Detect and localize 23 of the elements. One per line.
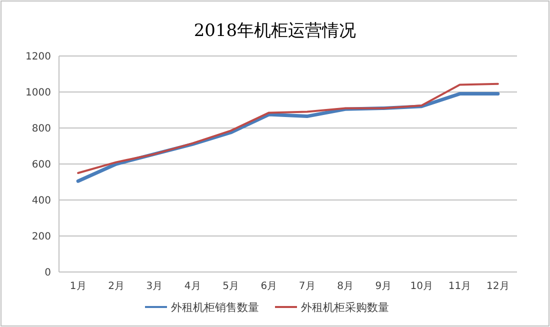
- x-tick-label: 8月: [337, 281, 354, 292]
- x-tick-label: 6月: [260, 281, 278, 292]
- x-tick-label: 2月: [108, 281, 124, 292]
- x-tick-label: 7月: [298, 281, 316, 292]
- x-tick-label: 4月: [184, 281, 201, 292]
- y-tick-label: 400: [32, 196, 51, 206]
- chart-title: 2018年机柜运营情况: [194, 21, 356, 41]
- legend-label: 外租机柜采购数量: [301, 300, 389, 314]
- legend-label: 外租机柜销售数量: [171, 300, 259, 314]
- y-tick-label: 600: [32, 160, 51, 170]
- x-tick-label: 12月: [486, 281, 510, 292]
- line-series: [77, 82, 499, 174]
- x-tick-label: 9月: [375, 281, 392, 292]
- y-tick-label: 0: [44, 268, 51, 278]
- y-tick-label: 1000: [26, 88, 51, 98]
- x-tick-label: 11月: [448, 281, 472, 292]
- x-tick-label: 1月: [70, 281, 86, 292]
- x-tick-label: 10月: [410, 281, 433, 292]
- x-tick-label: 3月: [146, 281, 163, 292]
- y-tick-label: 1200: [26, 52, 51, 62]
- x-tick-label: 5月: [222, 281, 239, 292]
- y-tick-label: 200: [32, 232, 51, 242]
- y-tick-label: 800: [32, 124, 51, 134]
